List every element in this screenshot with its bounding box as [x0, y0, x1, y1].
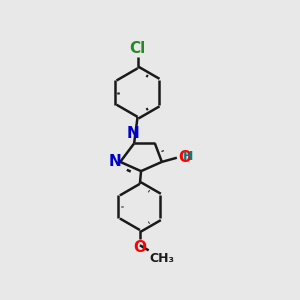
Text: CH₃: CH₃ — [149, 251, 174, 265]
Text: N: N — [127, 126, 139, 141]
Text: N: N — [109, 154, 122, 169]
Text: O: O — [134, 240, 146, 255]
Text: H: H — [183, 150, 194, 163]
Text: O: O — [178, 150, 191, 165]
Text: Cl: Cl — [130, 41, 146, 56]
